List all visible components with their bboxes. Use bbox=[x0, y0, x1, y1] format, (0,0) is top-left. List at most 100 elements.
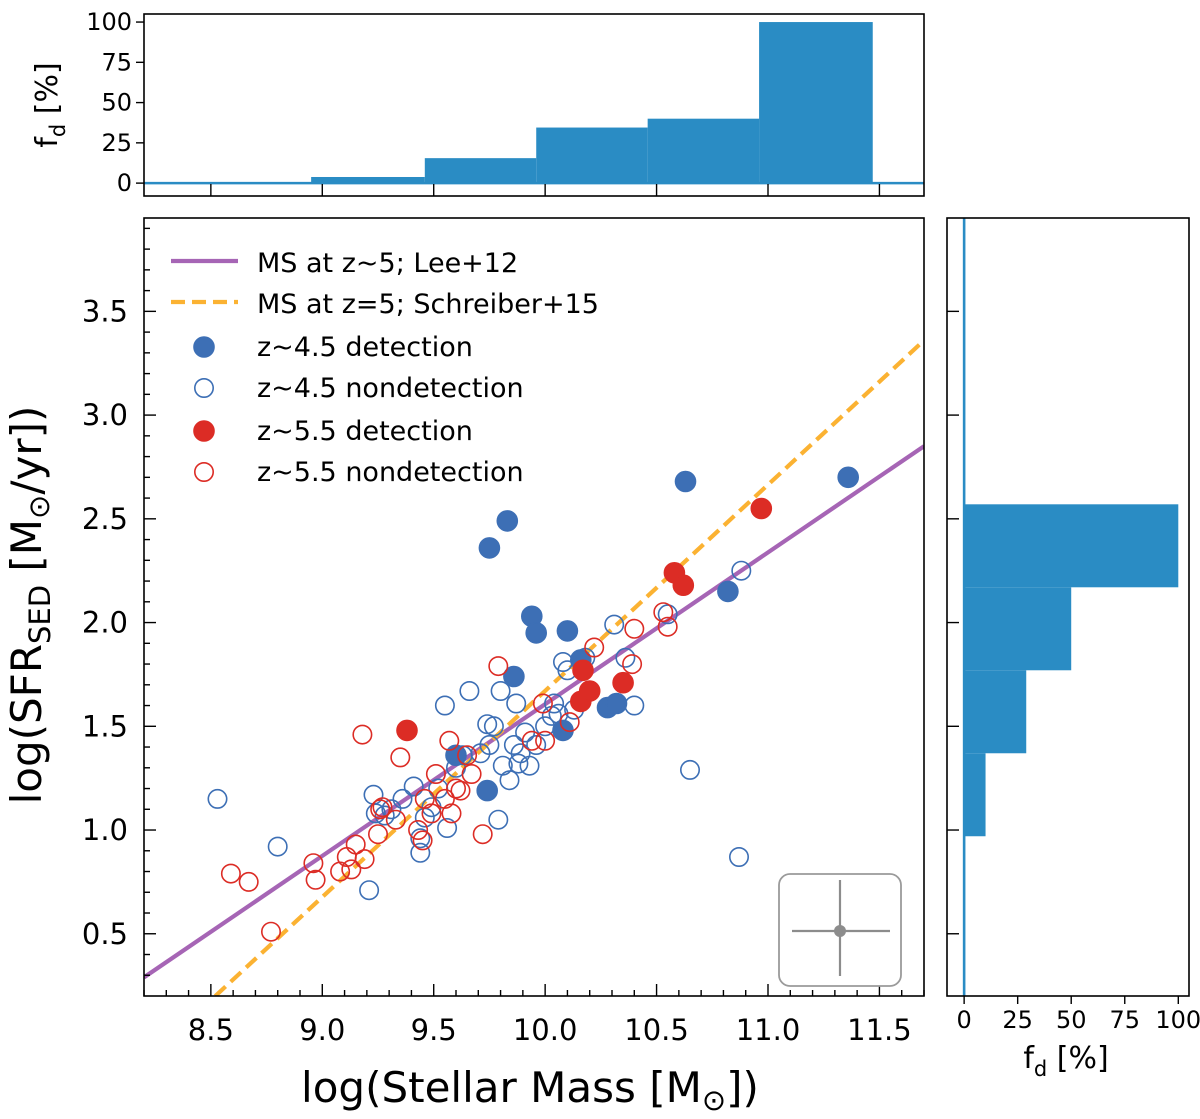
main-x-tick-label: 11.0 bbox=[736, 1013, 801, 1047]
top-ylabel-unit: [%] bbox=[30, 62, 65, 123]
right-histogram-bar-4 bbox=[964, 504, 1179, 588]
point-z-4-5-detection-4 bbox=[503, 665, 525, 688]
point-z-5-5-detection-4 bbox=[612, 671, 634, 694]
point-z-5-5-nondetection-16 bbox=[408, 819, 429, 840]
point-z-4-5-detection-2 bbox=[478, 537, 501, 559]
point-z-4-5-nondetection-23 bbox=[488, 809, 509, 830]
point-z-4-5-nondetection-1 bbox=[267, 836, 288, 857]
point-z-4-5-nondetection-31 bbox=[515, 722, 536, 743]
legend-label-schreiber15: MS at z=5; Schreiber+15 bbox=[257, 289, 599, 320]
main-ylabel-unit2: /yr]) bbox=[2, 406, 51, 495]
point-z-4-5-nondetection-0 bbox=[207, 788, 228, 809]
main-x-tick-label: 9.0 bbox=[299, 1013, 345, 1047]
main-ticks: 8.5 9.0 9.5 10.0 10.5 11.0 11.5 0.5 1.0 1.5 2.0 2.5… bbox=[82, 227, 925, 1047]
point-z-5-5-detection-7 bbox=[750, 497, 773, 520]
error-bar-inset bbox=[778, 873, 902, 987]
point-z-5-5-nondetection-2 bbox=[260, 921, 281, 942]
legend-marker-z55-nondetection bbox=[194, 461, 215, 482]
main-y-tick-label: 1.0 bbox=[82, 813, 128, 847]
main-x-tick-label: 10.5 bbox=[624, 1013, 689, 1047]
point-z-4-5-nondetection-45 bbox=[657, 604, 678, 625]
right-histogram-panel: 0 25 50 75 100 fd [%] bbox=[946, 217, 1200, 1081]
main-y-tick-label: 2.5 bbox=[82, 502, 128, 536]
point-z-4-5-nondetection-32 bbox=[519, 755, 540, 776]
point-z-5-5-nondetection-0 bbox=[220, 863, 241, 884]
point-z-5-5-nondetection-1 bbox=[238, 871, 259, 892]
point-z-5-5-nondetection-17 bbox=[412, 830, 433, 851]
point-z-5-5-nondetection-18 bbox=[414, 788, 435, 809]
point-z-4-5-nondetection-15 bbox=[437, 817, 458, 838]
top-histogram-frame bbox=[143, 13, 925, 197]
point-z-4-5-nondetection-28 bbox=[506, 693, 527, 714]
right-x-tick-label: 0 bbox=[956, 1006, 971, 1034]
legend-label-z55-nondetection: z~5.5 nondetection bbox=[257, 457, 524, 488]
right-xlabel-main: f bbox=[1023, 1041, 1035, 1076]
point-z-5-5-nondetection-37 bbox=[653, 602, 674, 623]
point-z-5-5-nondetection-32 bbox=[535, 730, 556, 751]
main-ylabel-main: log(SFR bbox=[2, 644, 51, 804]
top-y-tick-label: 50 bbox=[101, 89, 132, 117]
point-z-5-5-nondetection-20 bbox=[425, 763, 446, 784]
point-z-5-5-nondetection-28 bbox=[472, 824, 493, 845]
legend-marker-z55-detection bbox=[193, 420, 215, 442]
point-z-4-5-detection-8 bbox=[556, 620, 579, 642]
point-z-4-5-nondetection-47 bbox=[728, 846, 749, 867]
right-histogram-xlabel: fd [%] bbox=[1023, 1041, 1108, 1081]
point-z-4-5-nondetection-42 bbox=[604, 614, 625, 635]
main-y-tick-label: 3.5 bbox=[82, 294, 128, 328]
right-histogram-bar-2 bbox=[964, 670, 1027, 754]
fit-line-schreiber15 bbox=[213, 338, 924, 996]
point-z-5-5-nondetection-34 bbox=[584, 637, 605, 658]
point-z-5-5-nondetection-22 bbox=[439, 730, 460, 751]
point-z-5-5-nondetection-35 bbox=[622, 654, 643, 675]
main-scatter-panel: 8.5 9.0 9.5 10.0 10.5 11.0 11.5 0.5 1.0 1.5 2.0 2.5… bbox=[2, 217, 925, 1117]
point-z-5-5-nondetection-8 bbox=[345, 834, 366, 855]
point-z-4-5-detection-13 bbox=[717, 580, 739, 603]
main-xlabel: log(Stellar Mass [M⊙]) bbox=[301, 1063, 759, 1117]
point-z-4-5-nondetection-34 bbox=[535, 716, 556, 737]
right-histogram-bar-3 bbox=[964, 587, 1072, 671]
main-y-tick-label: 0.5 bbox=[82, 917, 128, 951]
point-z-4-5-nondetection-43 bbox=[615, 647, 636, 668]
legend-label-z55-detection: z~5.5 detection bbox=[257, 416, 473, 447]
main-x-tick-label: 10.0 bbox=[513, 1013, 578, 1047]
point-z-5-5-nondetection-33 bbox=[559, 712, 580, 733]
point-z-4-5-nondetection-3 bbox=[363, 784, 384, 805]
main-xlabel-main: log(Stellar Mass [M bbox=[301, 1063, 702, 1112]
point-z-4-5-nondetection-48 bbox=[731, 560, 752, 581]
main-y-tick-label: 1.5 bbox=[82, 709, 128, 743]
point-z-5-5-nondetection-25 bbox=[450, 780, 471, 801]
point-z-5-5-detection-3 bbox=[578, 680, 601, 702]
point-z-5-5-nondetection-4 bbox=[305, 869, 326, 890]
point-z-4-5-detection-1 bbox=[476, 779, 499, 802]
fit-line-lee12 bbox=[144, 444, 924, 980]
top-histogram-bar-2 bbox=[424, 158, 537, 184]
main-xlabel-unit: ] bbox=[726, 1063, 742, 1112]
top-y-tick-label: 75 bbox=[101, 48, 132, 76]
point-z-5-5-nondetection-11 bbox=[367, 824, 388, 845]
point-z-4-5-nondetection-18 bbox=[459, 680, 480, 701]
top-ylabel-sub: d bbox=[46, 124, 70, 137]
main-ylabel-sub: SED bbox=[23, 585, 57, 644]
main-xlabel-close: ) bbox=[743, 1063, 759, 1112]
top-histogram-panel: 0 25 50 75 100 fd [%] bbox=[30, 8, 925, 197]
top-histogram-bar-5 bbox=[759, 22, 873, 184]
main-ylabel-unit: [M bbox=[2, 519, 51, 585]
point-z-4-5-nondetection-24 bbox=[490, 680, 511, 701]
point-z-4-5-nondetection-7 bbox=[392, 788, 413, 809]
legend-label-z45-nondetection: z~4.5 nondetection bbox=[257, 373, 524, 404]
point-z-4-5-nondetection-10 bbox=[410, 828, 431, 849]
top-histogram-ticks: 0 25 50 75 100 bbox=[86, 8, 881, 197]
right-xlabel-unit: [%] bbox=[1047, 1041, 1108, 1076]
legend-label-z45-detection: z~4.5 detection bbox=[257, 332, 473, 363]
legend-marker-z45-detection bbox=[193, 336, 215, 358]
main-xlabel-sun-symbol: ⊙ bbox=[702, 1083, 726, 1117]
main-x-tick-label: 9.5 bbox=[411, 1013, 457, 1047]
point-z-4-5-nondetection-8 bbox=[403, 776, 424, 797]
main-scatter-frame bbox=[143, 217, 925, 997]
top-ylabel-main: f bbox=[30, 136, 65, 148]
legend-marker-z45-nondetection bbox=[194, 377, 215, 398]
point-z-5-5-nondetection-7 bbox=[341, 859, 362, 880]
top-histogram-bar-3 bbox=[536, 127, 648, 184]
